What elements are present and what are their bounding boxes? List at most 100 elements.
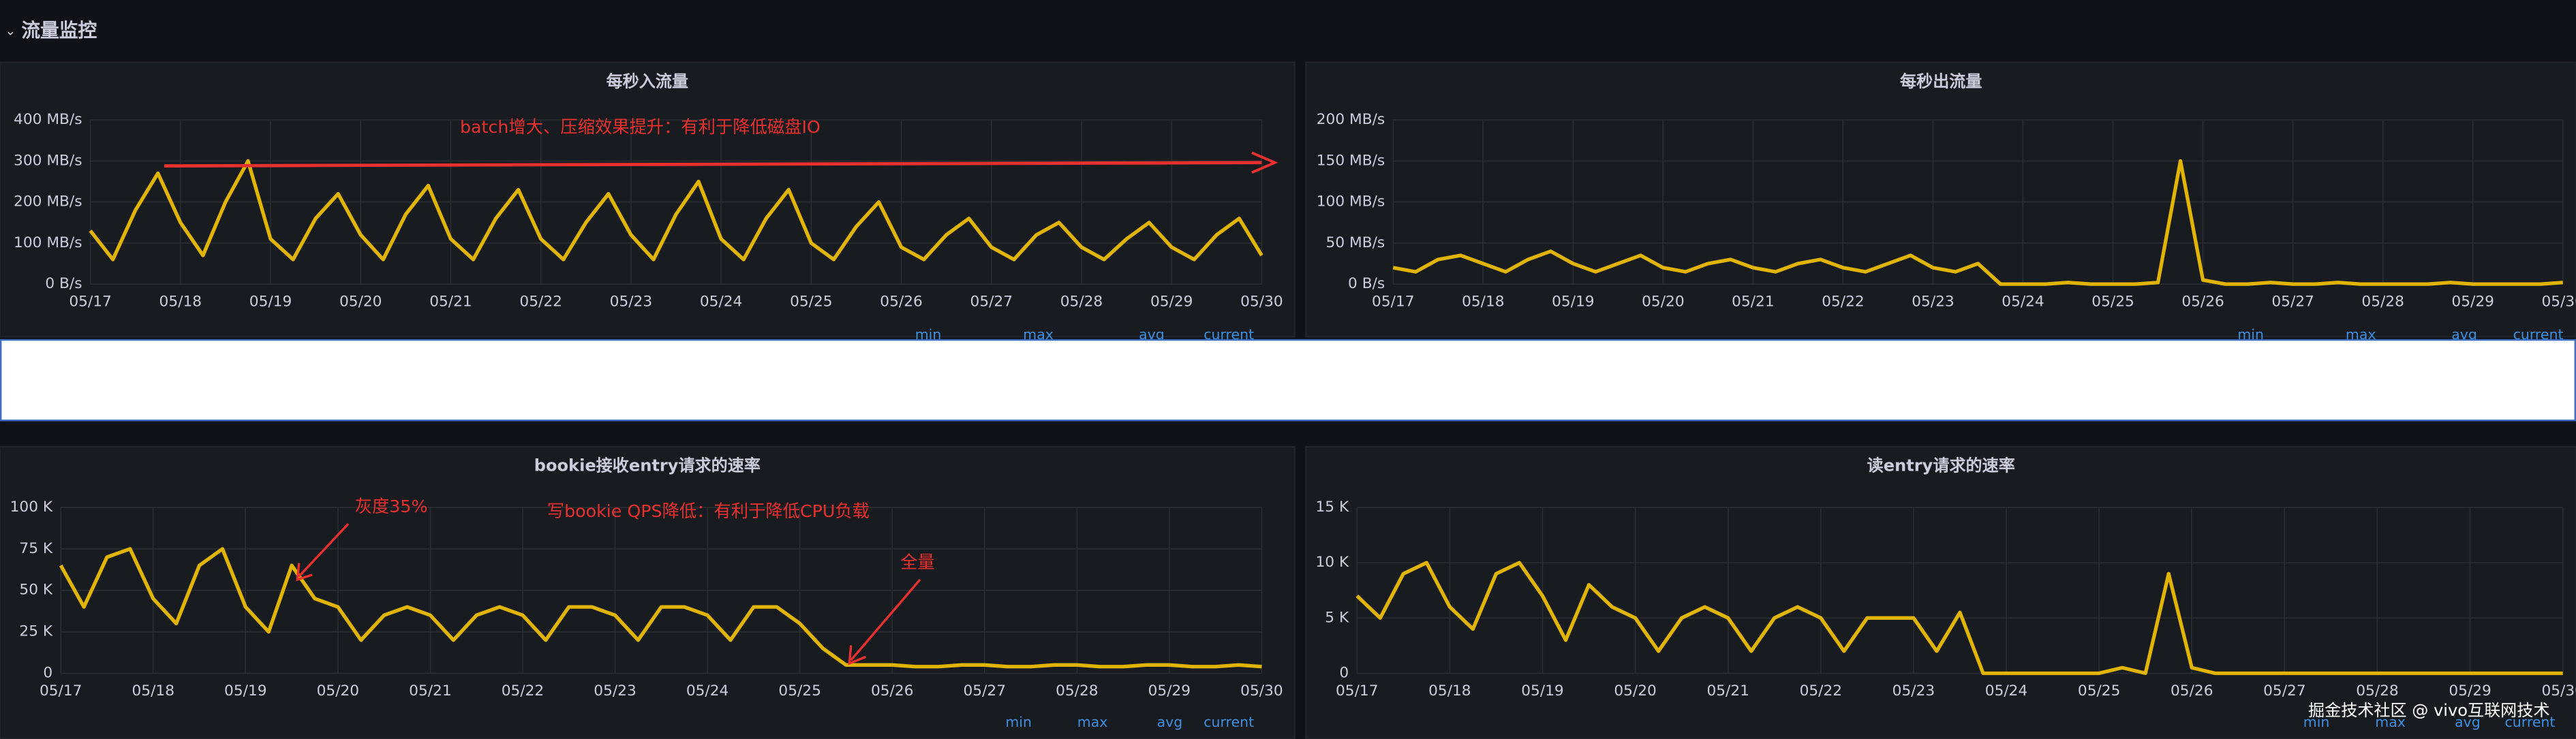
panel xyxy=(0,61,1295,338)
x-tick-label: 05/26 xyxy=(2181,294,2224,311)
x-tick-label: 05/22 xyxy=(1822,294,1865,311)
y-tick-label: 400 MB/s xyxy=(14,111,82,128)
x-tick-label: 05/23 xyxy=(594,682,637,699)
x-tick-label: 05/20 xyxy=(1614,682,1657,699)
annotation: 写bookie QPS降低：有利于降低CPU负载 xyxy=(547,501,870,521)
x-tick-label: 05/22 xyxy=(1800,682,1843,699)
x-tick-label: 05/17 xyxy=(1336,682,1379,699)
x-tick-label: 05/19 xyxy=(224,682,266,699)
x-tick-label: 05/28 xyxy=(1060,294,1103,311)
y-tick-label: 50 K xyxy=(19,582,52,599)
arrow xyxy=(164,161,1262,168)
x-tick-label: 05/30 xyxy=(1240,682,1283,699)
row-title[interactable]: 流量监控 xyxy=(21,19,97,42)
x-tick-label: 05/20 xyxy=(339,294,382,311)
x-tick-label: 05/30 xyxy=(2541,294,2576,311)
white-overlay xyxy=(0,339,2576,422)
y-tick-label: 0 xyxy=(1339,664,1349,681)
y-tick-label: 15 K xyxy=(1315,499,1349,516)
panel-title: 每秒出流量 xyxy=(1900,72,1982,91)
y-tick-label: 10 K xyxy=(1315,554,1349,571)
series-line xyxy=(59,547,1262,669)
x-tick-label: 05/28 xyxy=(2356,682,2399,699)
y-tick-label: 0 B/s xyxy=(1348,275,1385,292)
y-tick-label: 100 MB/s xyxy=(1317,193,1385,210)
y-tick-label: 200 MB/s xyxy=(14,193,82,210)
legend-column-header[interactable]: min xyxy=(2303,714,2330,730)
x-tick-label: 05/29 xyxy=(2451,294,2494,311)
x-tick-label: 05/26 xyxy=(2171,682,2213,699)
x-tick-label: 05/17 xyxy=(40,682,82,699)
collapse-icon[interactable]: ⌄ xyxy=(5,22,16,38)
legend-column-header[interactable]: current xyxy=(2505,714,2556,730)
legend-column-header[interactable]: avg xyxy=(2455,714,2481,730)
x-tick-label: 05/29 xyxy=(1148,682,1191,699)
y-tick-label: 50 MB/s xyxy=(1326,234,1385,251)
x-tick-label: 05/23 xyxy=(1892,682,1935,699)
x-tick-label: 05/21 xyxy=(409,682,451,699)
y-tick-label: 200 MB/s xyxy=(1317,111,1385,128)
arrow-head xyxy=(1251,151,1278,174)
y-tick-label: 75 K xyxy=(19,540,52,557)
legend-column-header[interactable]: avg xyxy=(1157,714,1183,730)
panel-title: bookie接收entry请求的速率 xyxy=(534,456,761,475)
x-tick-label: 05/26 xyxy=(880,294,922,311)
panels: 每秒入流量 0 B/s 100 MB/s 200 MB/s 300 MB/s 400 MB… xyxy=(0,61,2576,739)
x-tick-label: 05/24 xyxy=(686,682,729,699)
legend-column-header[interactable]: current xyxy=(1203,714,1254,730)
x-tick-label: 05/19 xyxy=(1521,682,1564,699)
x-tick-label: 05/27 xyxy=(2271,294,2314,311)
watermark: 掘金技术社区 @ vivo互联网技术 xyxy=(2308,701,2549,720)
x-tick-label: 05/21 xyxy=(1706,682,1749,699)
legend-column-header[interactable]: min xyxy=(1005,714,1032,730)
arrow xyxy=(850,578,921,661)
x-tick-label: 05/24 xyxy=(700,294,743,311)
x-tick-label: 05/18 xyxy=(1462,294,1505,311)
panel xyxy=(0,445,1295,739)
annotation-arrows: batch增大、压缩效果提升：有利于降低磁盘IO 灰度35% 写bookie QPS… xyxy=(164,117,1278,665)
x-tick-label: 05/30 xyxy=(1240,294,1283,311)
x-tick-label: 05/25 xyxy=(778,682,821,699)
x-tick-label: 05/19 xyxy=(1552,294,1595,311)
x-tick-label: 05/18 xyxy=(159,294,202,311)
arrow-head xyxy=(848,645,867,665)
y-tick-label: 0 B/s xyxy=(45,275,82,292)
x-tick-label: 05/21 xyxy=(1732,294,1775,311)
y-tick-label: 0 xyxy=(43,664,52,681)
x-tick-label: 05/17 xyxy=(69,294,112,311)
x-tick-label: 05/24 xyxy=(1985,682,2028,699)
x-tick-label: 05/21 xyxy=(429,294,472,311)
y-tick-label: 25 K xyxy=(19,623,52,640)
annotation: 全量 xyxy=(900,552,935,572)
legend-column-header[interactable]: max xyxy=(2375,714,2406,730)
x-tick-label: 05/20 xyxy=(1642,294,1685,311)
x-tick-label: 05/18 xyxy=(132,682,175,699)
x-tick-label: 05/29 xyxy=(2449,682,2491,699)
panel-title: 每秒入流量 xyxy=(607,72,688,91)
x-tick-label: 05/26 xyxy=(871,682,914,699)
arrow-head xyxy=(296,563,313,582)
arrow xyxy=(298,522,350,578)
series-line xyxy=(1392,159,2563,286)
annotation: 灰度35% xyxy=(355,497,428,516)
x-tick-label: 05/24 xyxy=(2002,294,2044,311)
panel xyxy=(1305,61,2576,338)
x-tick-label: 05/28 xyxy=(1056,682,1099,699)
x-tick-label: 05/27 xyxy=(970,294,1013,311)
panel-title: 读entry请求的速率 xyxy=(1867,456,2015,475)
x-tick-label: 05/27 xyxy=(2263,682,2306,699)
legend-column-header[interactable]: max xyxy=(1077,714,1108,730)
x-tick-label: 05/22 xyxy=(519,294,562,311)
x-tick-label: 05/19 xyxy=(249,294,292,311)
y-tick-label: 300 MB/s xyxy=(14,152,82,169)
panel xyxy=(1305,445,2576,739)
y-tick-label: 5 K xyxy=(1325,609,1349,626)
y-tick-label: 100 K xyxy=(10,499,53,516)
x-tick-label: 05/27 xyxy=(964,682,1006,699)
x-tick-label: 05/29 xyxy=(1150,294,1193,311)
x-tick-label: 05/30 xyxy=(2541,682,2576,699)
x-tick-label: 05/23 xyxy=(1912,294,1954,311)
series-line xyxy=(1355,561,2563,676)
series-line xyxy=(89,159,1263,262)
